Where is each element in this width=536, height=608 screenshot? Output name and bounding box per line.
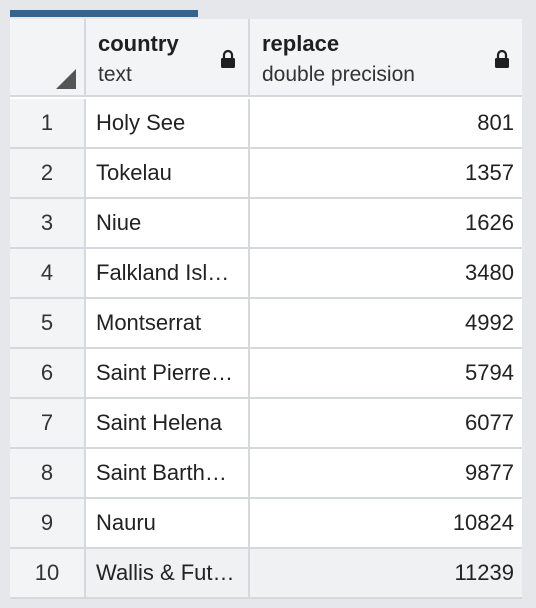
- country-cell[interactable]: Nauru: [86, 499, 250, 547]
- data-output-grid: country text replace double precision 1 …: [10, 19, 522, 599]
- column-name: replace: [262, 31, 340, 56]
- table-row[interactable]: 1 Holy See 801: [10, 99, 522, 149]
- lock-icon: [220, 49, 236, 69]
- table-row[interactable]: 9 Nauru 10824: [10, 499, 522, 549]
- country-cell[interactable]: Holy See: [86, 99, 250, 147]
- row-number[interactable]: 9: [10, 499, 86, 547]
- lock-icon: [494, 49, 510, 69]
- column-name: country: [98, 31, 179, 56]
- table-row[interactable]: 7 Saint Helena 6077: [10, 399, 522, 449]
- row-number-header[interactable]: [10, 19, 86, 97]
- country-cell[interactable]: Montserrat: [86, 299, 250, 347]
- country-cell[interactable]: Tokelau: [86, 149, 250, 197]
- row-number[interactable]: 7: [10, 399, 86, 447]
- replace-cell[interactable]: 1357: [465, 160, 514, 185]
- replace-cell[interactable]: 10824: [452, 510, 514, 535]
- replace-cell[interactable]: 9877: [465, 460, 514, 485]
- column-type: double precision: [262, 63, 415, 86]
- row-number[interactable]: 2: [10, 149, 86, 197]
- column-header-replace[interactable]: replace double precision: [250, 19, 522, 97]
- replace-cell[interactable]: 801: [477, 110, 514, 135]
- row-number[interactable]: 4: [10, 249, 86, 297]
- replace-cell[interactable]: 6077: [465, 410, 514, 435]
- table-row[interactable]: 6 Saint Pierre… 5794: [10, 349, 522, 399]
- country-cell[interactable]: Saint Helena: [86, 399, 250, 447]
- table-row[interactable]: 10 Wallis & Fut… 11239: [10, 549, 522, 599]
- table-row[interactable]: 3 Niue 1626: [10, 199, 522, 249]
- table-row[interactable]: 8 Saint Barth… 9877: [10, 449, 522, 499]
- replace-cell[interactable]: 3480: [465, 260, 514, 285]
- country-cell[interactable]: Wallis & Fut…: [86, 549, 250, 597]
- column-type: text: [98, 63, 132, 86]
- country-cell[interactable]: Saint Barth…: [86, 449, 250, 497]
- country-cell[interactable]: Falkland Isl…: [86, 249, 250, 297]
- country-cell[interactable]: Saint Pierre…: [86, 349, 250, 397]
- replace-cell[interactable]: 5794: [465, 360, 514, 385]
- scrollbar-track[interactable]: [522, 19, 536, 608]
- table-row[interactable]: 2 Tokelau 1357: [10, 149, 522, 199]
- column-header-country[interactable]: country text: [86, 19, 250, 97]
- row-number[interactable]: 3: [10, 199, 86, 247]
- row-number[interactable]: 5: [10, 299, 86, 347]
- replace-cell[interactable]: 4992: [465, 310, 514, 335]
- replace-cell[interactable]: 1626: [465, 210, 514, 235]
- row-number[interactable]: 10: [10, 549, 86, 597]
- country-cell[interactable]: Niue: [86, 199, 250, 247]
- table-row[interactable]: 5 Montserrat 4992: [10, 299, 522, 349]
- row-number[interactable]: 1: [10, 99, 86, 147]
- row-number[interactable]: 8: [10, 449, 86, 497]
- sort-corner-icon[interactable]: [56, 69, 76, 89]
- table-row[interactable]: 4 Falkland Isl… 3480: [10, 249, 522, 299]
- active-tab-indicator[interactable]: [10, 10, 198, 17]
- replace-cell[interactable]: 11239: [454, 560, 514, 585]
- row-number[interactable]: 6: [10, 349, 86, 397]
